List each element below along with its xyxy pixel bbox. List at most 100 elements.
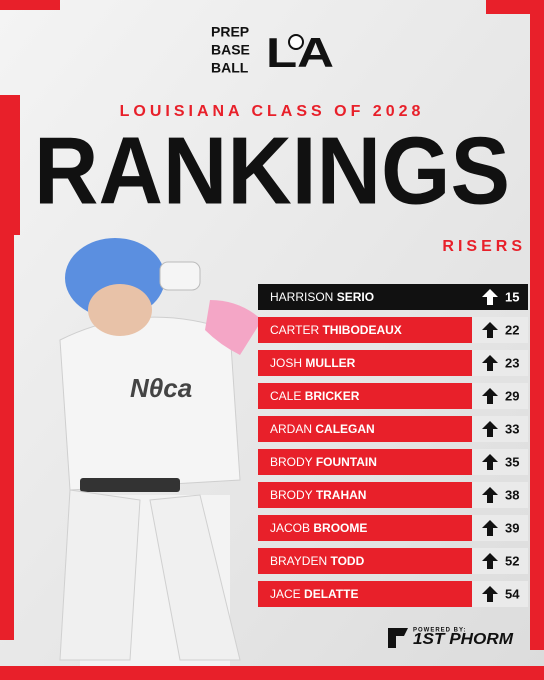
player-name: BRAYDEN TODD xyxy=(270,554,365,568)
rank-background xyxy=(472,416,528,442)
rank: 35 xyxy=(505,454,519,469)
rank-background xyxy=(472,482,528,508)
logo-ball xyxy=(288,34,304,50)
player-name: HARRISON SERIO xyxy=(270,290,374,304)
player-name: JACE DELATTE xyxy=(270,587,358,601)
player-name: BRODY TRAHAN xyxy=(270,488,366,502)
first-name: BRAYDEN xyxy=(270,554,327,568)
player-name: ARDAN CALEGAN xyxy=(270,422,375,436)
last-name: THIBODEAUX xyxy=(322,323,401,337)
rank-background xyxy=(472,548,528,574)
logo-line: PREP xyxy=(211,24,249,40)
first-name: JOSH xyxy=(270,356,302,370)
subtitle: LOUISIANA CLASS OF 2028 xyxy=(120,103,425,120)
logo-line: BALL xyxy=(211,60,249,76)
first-name: CALE xyxy=(270,389,301,403)
last-name: SERIO xyxy=(337,290,374,304)
player-name: CALE BRICKER xyxy=(270,389,360,403)
rank: 39 xyxy=(505,520,519,535)
frame-right xyxy=(530,0,544,650)
frame-left-inner xyxy=(14,95,20,235)
logo-line: BASE xyxy=(211,42,250,58)
up-arrow xyxy=(482,421,498,437)
row-background xyxy=(258,548,472,574)
first-name: CARTER xyxy=(270,323,319,337)
up-arrow xyxy=(482,289,498,305)
table-row: BRAYDEN TODD 52 xyxy=(258,548,528,574)
last-name: CALEGAN xyxy=(315,422,374,436)
footer: POWERED BY: 1ST PHORM xyxy=(388,628,514,648)
title: RANKINGS xyxy=(34,117,510,224)
row-background xyxy=(258,581,472,607)
up-arrow xyxy=(482,355,498,371)
up-arrow xyxy=(482,586,498,602)
row-background xyxy=(258,482,472,508)
table-row: HARRISON SERIO 15 xyxy=(258,284,528,310)
first-name: HARRISON xyxy=(270,290,333,304)
up-arrow xyxy=(482,487,498,503)
player-name: BRODY FOUNTAIN xyxy=(270,455,377,469)
last-name: BRICKER xyxy=(305,389,360,403)
rank-background xyxy=(472,449,528,475)
last-name: TODD xyxy=(330,554,364,568)
first-name: BRODY xyxy=(270,455,313,469)
sponsor: 1ST PHORM xyxy=(413,631,514,648)
frame-left xyxy=(0,95,14,640)
row-background xyxy=(258,449,472,475)
last-name: DELATTE xyxy=(304,587,358,601)
first-name: JACE xyxy=(270,587,301,601)
rank: 38 xyxy=(505,487,519,502)
rank: 29 xyxy=(505,388,519,403)
rank-background xyxy=(472,581,528,607)
up-arrow xyxy=(482,454,498,470)
powered-by: POWERED BY: xyxy=(413,628,467,634)
rankings-table: HARRISON SERIO 15 CARTER THIBODEAUX 22 JOSH … xyxy=(258,284,528,607)
last-name: FOUNTAIN xyxy=(316,455,377,469)
table-row: CARTER THIBODEAUX 22 xyxy=(258,317,528,343)
rank-background xyxy=(472,317,528,343)
player-name: CARTER THIBODEAUX xyxy=(270,323,402,337)
table-row: JOSH MULLER 23 xyxy=(258,350,528,376)
jersey-decor: Nθca xyxy=(130,373,192,403)
table-row: JACE DELATTE 54 xyxy=(258,581,528,607)
player-photo: Nθca xyxy=(59,238,262,666)
row-background xyxy=(258,416,472,442)
frame-bottom xyxy=(0,666,544,680)
row-background xyxy=(258,350,472,376)
first-name: ARDAN xyxy=(270,422,312,436)
frame-top-left xyxy=(0,0,60,10)
rank: 54 xyxy=(505,586,520,601)
table-row: BRODY FOUNTAIN 35 xyxy=(258,449,528,475)
table-row: JACOB BROOME 39 xyxy=(258,515,528,541)
player-name: JACOB BROOME xyxy=(270,521,367,535)
rank: 22 xyxy=(505,322,519,337)
rank-background xyxy=(472,350,528,376)
rank-background xyxy=(472,284,528,310)
logo: PREP BASE BALL LA xyxy=(211,24,334,76)
row-background xyxy=(258,284,472,310)
rank-background xyxy=(472,515,528,541)
table-row: CALE BRICKER 29 xyxy=(258,383,528,409)
first-name: BRODY xyxy=(270,488,313,502)
up-arrow xyxy=(482,322,498,338)
last-name: MULLER xyxy=(305,356,355,370)
up-arrow xyxy=(482,520,498,536)
last-name: BROOME xyxy=(313,521,367,535)
rank: 33 xyxy=(505,421,519,436)
frame-top-right xyxy=(486,0,530,14)
section-label: RISERS xyxy=(442,238,526,255)
table-row: BRODY TRAHAN 38 xyxy=(258,482,528,508)
rank-background xyxy=(472,383,528,409)
row-background xyxy=(258,317,472,343)
player-name: JOSH MULLER xyxy=(270,356,356,370)
rank: 15 xyxy=(505,289,519,304)
up-arrow xyxy=(482,388,498,404)
up-arrow xyxy=(482,553,498,569)
last-name: TRAHAN xyxy=(316,488,367,502)
rank: 52 xyxy=(505,553,519,568)
table-row: ARDAN CALEGAN 33 xyxy=(258,416,528,442)
row-background xyxy=(258,383,472,409)
row-background xyxy=(258,515,472,541)
rank: 23 xyxy=(505,355,519,370)
